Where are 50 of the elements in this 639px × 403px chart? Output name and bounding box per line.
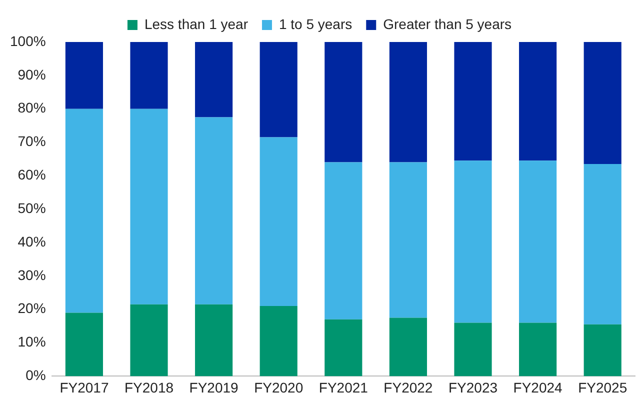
bar <box>519 160 557 323</box>
x-tick-label: FY2022 <box>384 379 433 396</box>
legend-label: Less than 1 year <box>144 16 248 32</box>
legend-label: 1 to 5 years <box>278 16 352 32</box>
bar <box>195 117 233 304</box>
x-tick-label: FY2021 <box>318 379 368 396</box>
bar <box>324 319 362 376</box>
bar <box>130 304 168 376</box>
y-tick-label: 80% <box>18 100 46 116</box>
bar <box>389 162 427 318</box>
bar <box>65 42 103 109</box>
y-tick-label: 50% <box>18 200 46 216</box>
x-tick-label: FY2018 <box>124 379 174 396</box>
x-tick-label: FY2023 <box>448 379 498 396</box>
y-tick-label: 100% <box>10 32 46 49</box>
bar <box>195 304 233 376</box>
bar <box>260 306 298 376</box>
x-tick-label: FY2020 <box>254 379 304 396</box>
legend-label: Greater than 5 years <box>383 16 512 32</box>
y-tick-label: 70% <box>18 133 46 150</box>
y-tick-label: 0% <box>26 367 46 384</box>
y-tick-label: 20% <box>18 300 46 316</box>
y-tick-label: 30% <box>18 266 46 283</box>
bar <box>584 42 622 164</box>
bar <box>584 324 622 376</box>
bar <box>584 164 622 324</box>
y-tick-label: 10% <box>18 334 46 350</box>
bar <box>195 42 233 118</box>
bar <box>324 162 362 320</box>
y-tick-label: 90% <box>18 66 46 82</box>
bar <box>130 42 168 109</box>
bar <box>519 42 557 161</box>
bar <box>454 160 492 323</box>
x-tick-label: FY2017 <box>60 379 109 396</box>
bar <box>454 42 492 161</box>
y-tick-label: 40% <box>18 233 46 250</box>
x-tick-label: FY2025 <box>578 379 628 396</box>
x-tick-label: FY2024 <box>513 379 563 396</box>
bar <box>65 312 103 376</box>
bar <box>454 322 492 376</box>
y-tick-label: 60% <box>18 166 46 183</box>
x-tick-label: FY2019 <box>189 379 239 396</box>
bar <box>65 108 103 313</box>
bar <box>324 42 362 162</box>
bar <box>260 137 298 306</box>
bar <box>389 42 427 162</box>
bar <box>260 42 298 138</box>
bar <box>130 108 168 304</box>
bar <box>389 318 427 376</box>
bar <box>519 322 557 376</box>
